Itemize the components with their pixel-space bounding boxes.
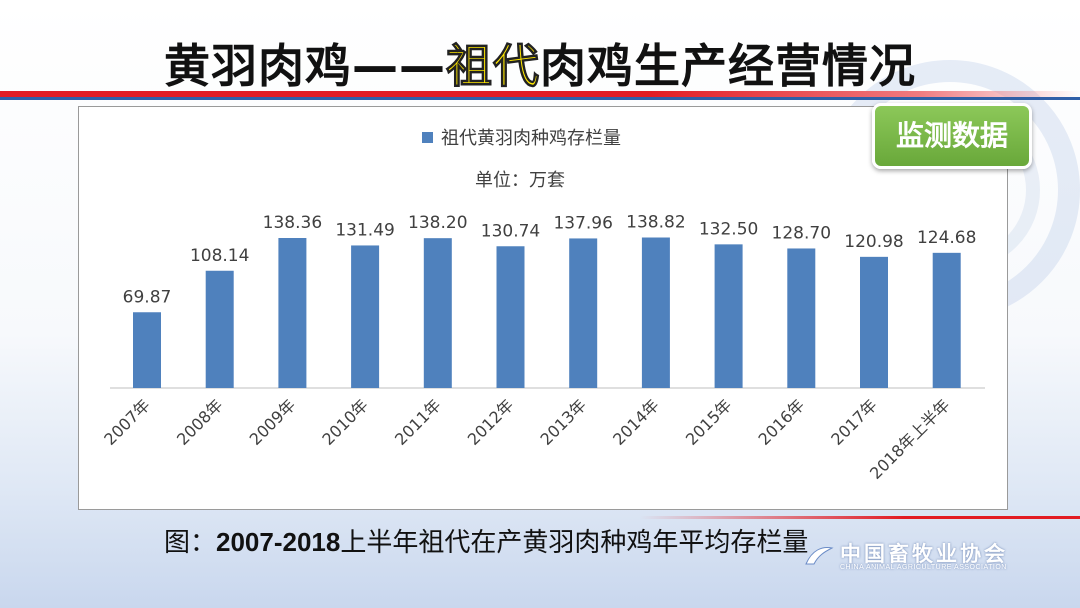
bar-10 [860,256,888,388]
legend-swatch [422,132,433,143]
category-label-6: 2013年 [536,395,590,449]
association-logo: 中国畜牧业协会 CHINA ANIMAL AGRICULTURE ASSOCIA… [800,538,1070,578]
bar-5 [496,246,525,388]
data-label-8: 132.50 [699,219,758,239]
data-label-9: 128.70 [772,223,831,243]
title-part1: 黄羽肉鸡—— [164,39,446,93]
unit-label: 单位：万套 [475,170,565,191]
bar-4 [423,238,452,388]
figure-caption: 图：2007-2018上半年祖代在产黄羽肉种鸡年平均存栏量 [164,522,808,559]
data-label-1: 108.14 [190,246,249,266]
data-label-2: 138.36 [263,213,322,233]
category-label-10: 2017年 [827,395,881,449]
category-label-5: 2012年 [464,395,518,449]
category-label-8: 2015年 [682,395,736,449]
bar-7 [641,237,670,388]
category-label-1: 2008年 [173,395,227,449]
bar-8 [714,244,743,388]
title-highlight: 祖代 [446,39,540,94]
legend-label: 祖代黄羽肉种鸡存栏量 [441,128,621,149]
category-label-0: 2007年 [100,395,154,449]
category-label-3: 2010年 [318,395,372,449]
category-label-2: 2009年 [246,395,300,449]
data-label-0: 69.87 [123,287,172,307]
title-part2: 肉鸡生产经营情况 [540,39,916,93]
monitoring-data-badge: 监测数据 [872,103,1032,169]
chart-legend: 祖代黄羽肉种鸡存栏量 [422,124,621,150]
bar-9 [787,248,816,388]
association-logo-icon [805,547,834,565]
data-label-3: 131.49 [335,220,394,240]
data-label-10: 120.98 [844,232,903,252]
title-underline-red [0,91,1080,97]
bar-3 [351,245,380,388]
logo-chinese-name: 中国畜牧业协会 [840,542,1008,566]
bar-2 [278,238,307,388]
data-label-6: 137.96 [553,213,612,233]
caption-accent-line [640,516,1080,519]
title-underline-blue [0,97,1080,100]
bar-0 [133,312,161,388]
data-label-5: 130.74 [481,221,540,241]
caption-prefix: 图： [164,528,217,558]
data-label-7: 138.82 [626,213,685,233]
bar-1 [205,270,234,388]
data-label-4: 138.20 [408,213,467,233]
category-label-9: 2016年 [755,395,809,449]
bar-11 [932,252,961,388]
bar-6 [569,238,598,388]
category-label-4: 2011年 [391,395,445,449]
caption-rest: 上半年祖代在产黄羽肉种鸡年平均存栏量 [340,528,809,558]
category-label-7: 2014年 [609,395,663,449]
data-label-11: 124.68 [917,228,976,248]
slide-title: 黄羽肉鸡——祖代肉鸡生产经营情况 [0,30,1080,96]
logo-english-name: CHINA ANIMAL AGRICULTURE ASSOCIATION [840,564,1007,571]
caption-years: 2007-2018 [216,527,341,557]
